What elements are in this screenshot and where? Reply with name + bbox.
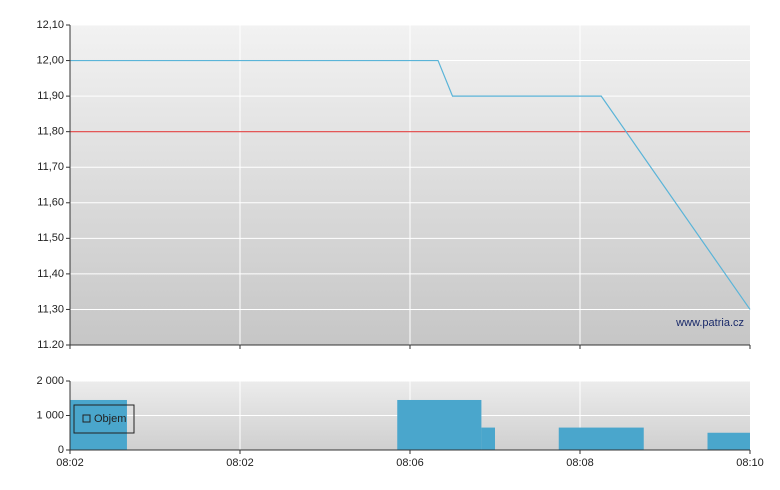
volume-bar bbox=[707, 432, 750, 450]
y-tick-label: 0 bbox=[58, 444, 64, 456]
y-tick-label: 11,40 bbox=[37, 268, 64, 280]
y-tick-label: 11,30 bbox=[37, 303, 64, 315]
x-tick-label: 08:02 bbox=[226, 457, 254, 469]
y-tick-label: 11,50 bbox=[37, 232, 64, 244]
volume-bar bbox=[397, 399, 482, 450]
y-tick-label: 11,70 bbox=[37, 161, 64, 173]
price-line bbox=[70, 59, 751, 310]
x-tick-label: 08:10 bbox=[736, 457, 764, 469]
volume-bar bbox=[70, 399, 127, 450]
y-tick-label: 11,80 bbox=[37, 126, 64, 138]
y-tick-label: 1 000 bbox=[36, 409, 64, 421]
legend-box bbox=[73, 404, 135, 434]
x-tick-label: 08:08 bbox=[566, 457, 594, 469]
y-tick-label: 11.20 bbox=[37, 339, 64, 351]
y-tick-label: 12,10 bbox=[36, 19, 64, 31]
y-tick-label: 11,60 bbox=[37, 197, 64, 209]
x-tick-label: 08:02 bbox=[56, 457, 84, 469]
volume-bar bbox=[558, 427, 644, 450]
x-tick-label: 08:06 bbox=[396, 457, 424, 469]
y-tick-label: 2 000 bbox=[36, 375, 64, 387]
y-tick-label: 11,90 bbox=[37, 90, 64, 102]
legend-swatch bbox=[82, 414, 91, 423]
legend-label: Objem bbox=[94, 413, 126, 425]
volume-bar bbox=[481, 427, 495, 450]
watermark: www.patria.cz bbox=[675, 317, 744, 329]
y-tick-label: 12,00 bbox=[36, 54, 64, 66]
